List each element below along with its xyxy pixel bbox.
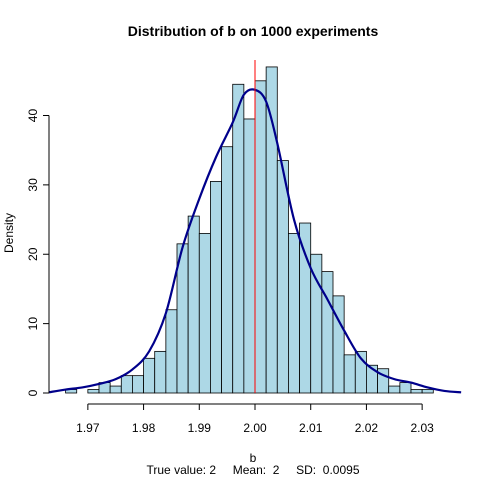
y-tick-label: 10 <box>26 317 40 331</box>
x-tick-label: 1.97 <box>76 421 100 435</box>
histogram-bar <box>343 354 356 394</box>
y-tick-label: 0 <box>26 389 40 396</box>
histogram-bar <box>243 118 256 394</box>
histogram-bar <box>310 253 323 394</box>
histogram-bar <box>299 222 312 394</box>
histogram-bar <box>410 389 423 394</box>
axes: 1.97 1.98 1.99 2.00 2.01 2.02 2.03 0 10 20 30 40 <box>26 109 434 435</box>
x-tick-label: 2.00 <box>243 421 267 435</box>
histogram-bar <box>332 295 345 394</box>
histogram-bar <box>388 385 401 394</box>
x-tick-label: 2.01 <box>299 421 323 435</box>
stats-caption: True value: 2 Mean: 2 SD: 0.0095 <box>147 463 360 477</box>
histogram-bar <box>165 309 178 394</box>
histogram-bar <box>321 271 334 394</box>
histogram-bar <box>288 233 300 394</box>
histogram-bar <box>198 233 211 394</box>
histogram-bar <box>276 160 289 394</box>
x-tick-label: 2.02 <box>355 421 379 435</box>
histogram-bar <box>210 181 222 394</box>
histogram-bar <box>187 215 200 394</box>
histogram-bar <box>221 146 234 394</box>
x-tick-label: 1.98 <box>132 421 156 435</box>
histogram-bar <box>377 368 390 394</box>
histogram-bar <box>254 80 267 394</box>
y-axis-label: Density <box>2 213 16 253</box>
chart-title: Distribution of b on 1000 experiments <box>128 23 379 39</box>
histogram-bar <box>143 357 156 394</box>
y-tick-label: 30 <box>26 178 40 192</box>
x-tick-label: 2.03 <box>410 421 434 435</box>
histogram-bar <box>154 350 167 394</box>
y-tick-label: 40 <box>26 109 40 123</box>
histogram-bar <box>232 83 245 394</box>
histogram-bars <box>65 66 434 394</box>
x-axis-label: b <box>250 451 257 465</box>
y-tick-label: 20 <box>26 247 40 261</box>
histogram-bar <box>399 382 412 394</box>
histogram-bar <box>421 389 434 394</box>
histogram-bar <box>120 375 133 394</box>
histogram-bar <box>132 375 144 394</box>
histogram-bar <box>87 389 100 394</box>
histogram-bar <box>109 385 122 394</box>
x-tick-label: 1.99 <box>188 421 212 435</box>
